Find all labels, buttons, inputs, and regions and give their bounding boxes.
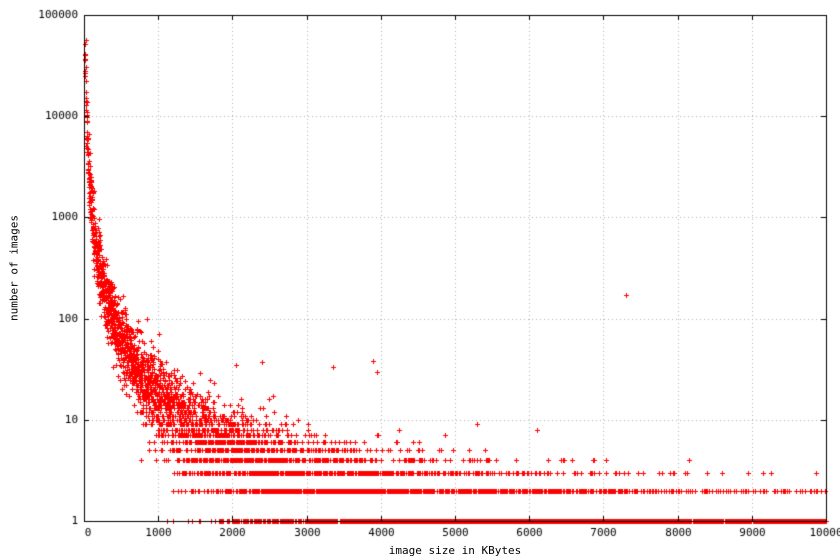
x-axis-title: image size in KBytes [388, 544, 522, 557]
y-axis-title: number of images [7, 215, 21, 321]
